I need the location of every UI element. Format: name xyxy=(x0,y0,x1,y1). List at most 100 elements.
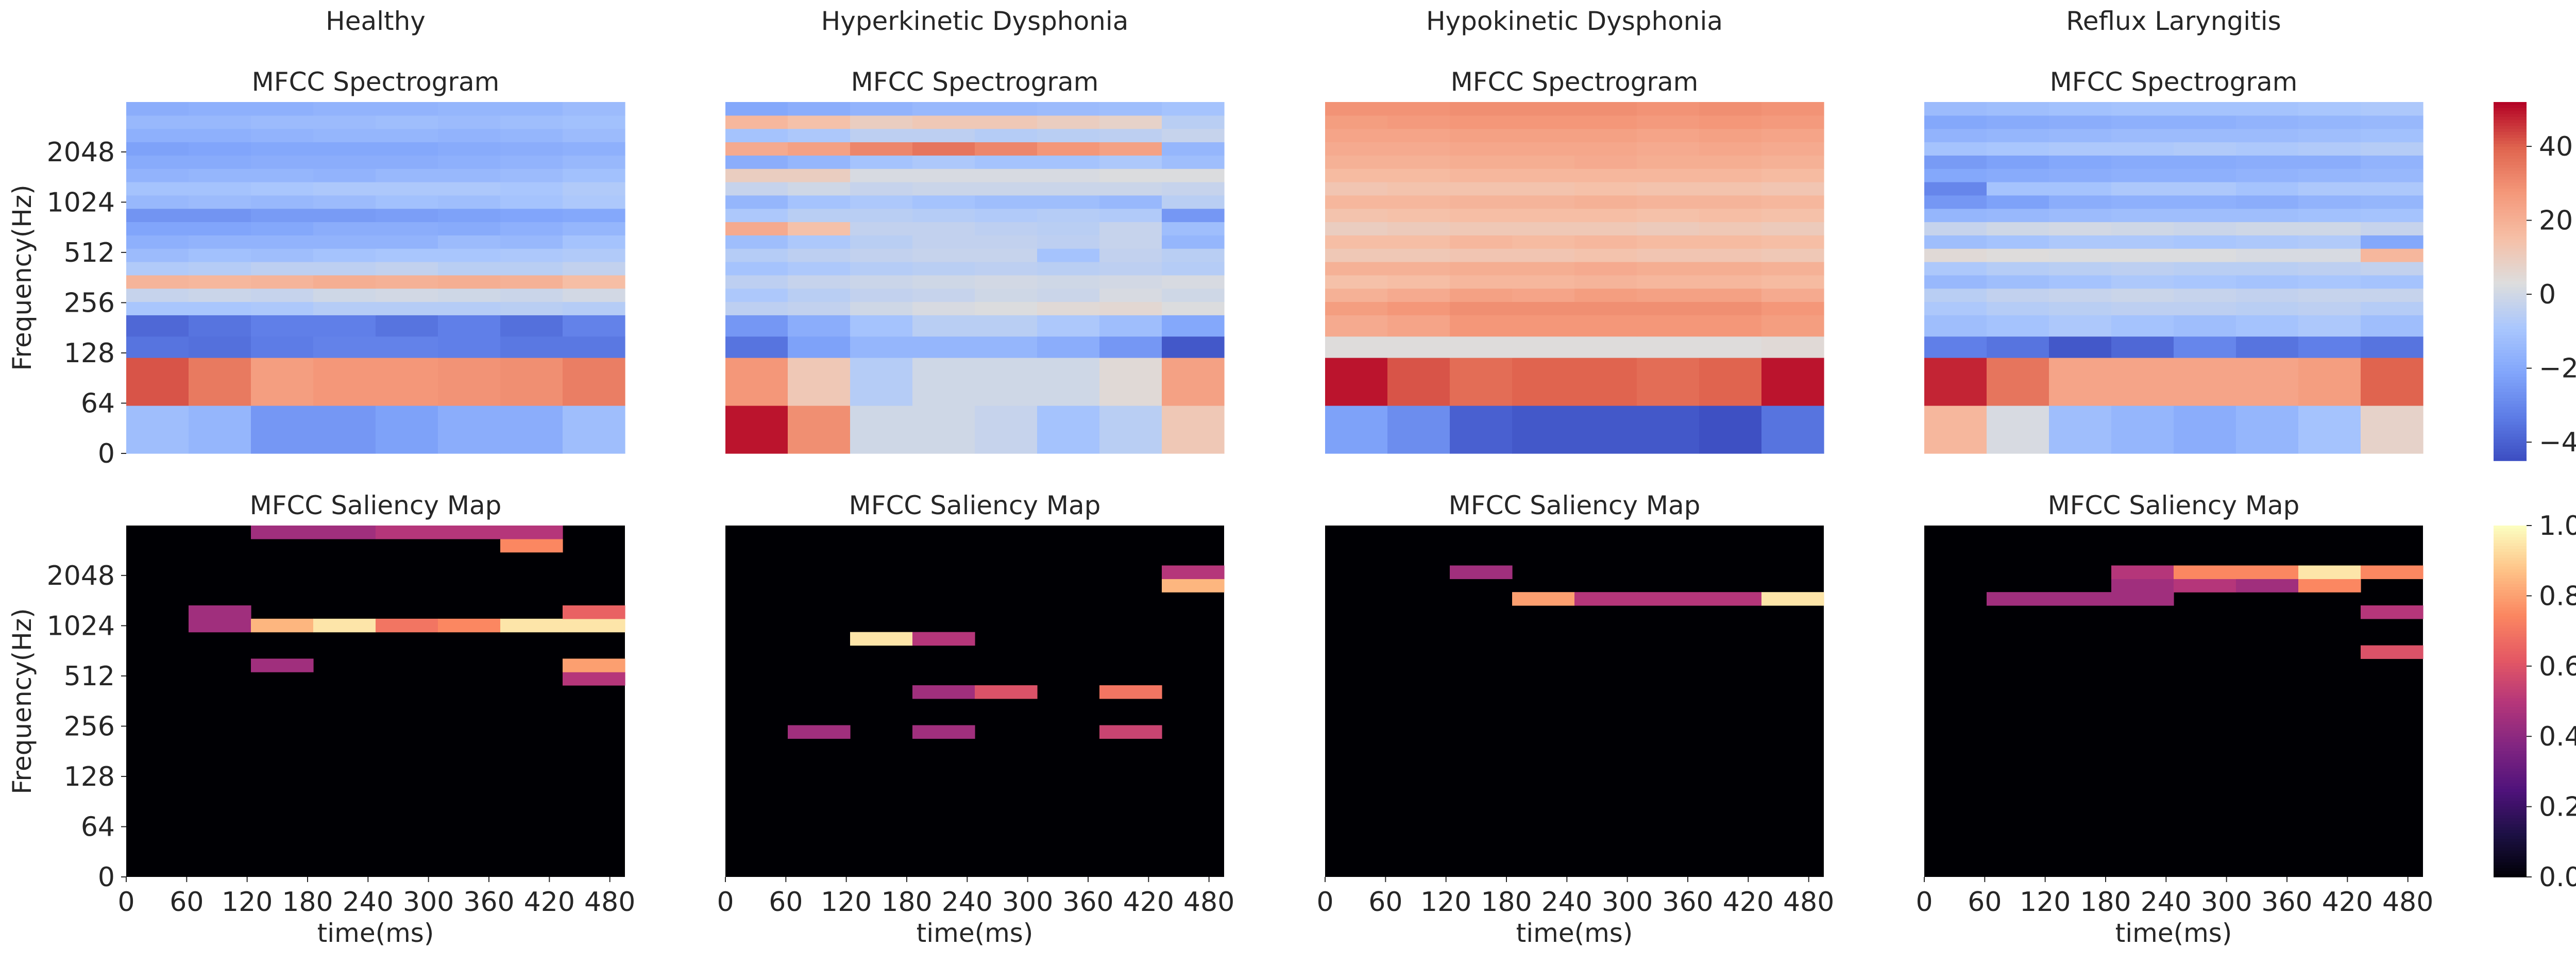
saliency-cell xyxy=(500,526,563,539)
colorbar-segment xyxy=(2494,398,2527,401)
saliency-cell xyxy=(1099,685,1162,699)
heatmap-cell xyxy=(725,336,788,358)
heatmap-cell xyxy=(1924,222,1987,235)
colorbar-segment xyxy=(2494,418,2527,422)
heatmap-cell xyxy=(126,405,189,454)
colorbar-tick-label: 0 xyxy=(2539,279,2556,310)
heatmap-cell xyxy=(725,222,788,235)
colorbar-segment xyxy=(2494,278,2527,282)
x-axis-label: time(ms) xyxy=(2115,918,2232,948)
heatmap-cell xyxy=(1387,336,1450,358)
heatmap-cell xyxy=(1325,155,1388,169)
heatmap-cell xyxy=(500,301,563,315)
panel-title: MFCC Spectrogram xyxy=(851,67,1099,97)
heatmap-cell xyxy=(1699,288,1762,302)
heatmap-cell xyxy=(2174,235,2236,249)
heatmap-cell xyxy=(1637,208,1700,223)
heatmap-cell xyxy=(1761,248,1824,262)
colorbar-segment xyxy=(2494,613,2527,617)
x-axis-label: time(ms) xyxy=(317,918,434,948)
heatmap-cell xyxy=(126,301,189,315)
colorbar-segment xyxy=(2494,182,2527,187)
heatmap-cell xyxy=(975,195,1038,209)
heatmap-cell xyxy=(563,102,625,116)
heatmap-cell xyxy=(251,358,314,406)
heatmap-cell xyxy=(1574,102,1637,116)
heatmap-cell xyxy=(1924,301,1987,315)
heatmap-cell xyxy=(1699,315,1762,337)
heatmap-cell xyxy=(1987,301,2049,315)
colorbar-segment xyxy=(2494,815,2527,819)
heatmap-cell xyxy=(313,222,376,235)
heatmap-cell xyxy=(1987,275,2049,289)
heatmap-cell xyxy=(788,336,851,358)
colorbar-segment xyxy=(2494,642,2527,646)
heatmap-cell xyxy=(1637,358,1700,406)
heatmap-cell xyxy=(788,182,851,196)
x-tick-label: 300 xyxy=(2201,887,2252,918)
heatmap-cell xyxy=(1325,275,1388,289)
heatmap-cell xyxy=(313,288,376,302)
saliency-cell xyxy=(1699,592,1762,606)
heatmap-cell xyxy=(1699,195,1762,209)
colorbar-segment xyxy=(2494,596,2527,599)
heatmap-cell xyxy=(1699,155,1762,169)
heatmap-cell xyxy=(725,128,788,143)
heatmap-cell xyxy=(912,405,975,454)
heatmap-cell xyxy=(2111,195,2174,209)
heatmap-cell xyxy=(251,155,314,169)
colorbar-segment xyxy=(2494,841,2527,845)
heatmap-cell xyxy=(1512,102,1575,116)
heatmap-cell xyxy=(1512,208,1575,223)
heatmap-cell xyxy=(2111,102,2174,116)
heatmap-cell xyxy=(1512,128,1575,143)
heatmap-cell xyxy=(975,102,1038,116)
colorbar-segment xyxy=(2494,789,2527,792)
colorbar-segment xyxy=(2494,215,2527,219)
colorbar-tick-label: 0.0 xyxy=(2539,862,2576,893)
saliency-cell xyxy=(189,605,251,619)
saliency-cell xyxy=(2111,565,2174,579)
heatmap-cell xyxy=(912,208,975,223)
heatmap-cell xyxy=(1761,275,1824,289)
heatmap-cell xyxy=(1162,128,1225,143)
saliency-cell xyxy=(2361,645,2424,659)
heatmap-cell xyxy=(1699,358,1762,406)
colorbar-segment xyxy=(2494,540,2527,544)
heatmap-cell xyxy=(1761,195,1824,209)
colorbar-segment xyxy=(2494,631,2527,635)
colorbar-segment xyxy=(2494,287,2527,291)
heatmap-cell xyxy=(1037,405,1100,454)
saliency-cell xyxy=(850,632,913,646)
heatmap-cell xyxy=(1162,358,1225,406)
heatmap-cell xyxy=(500,405,563,454)
colorbar-segment xyxy=(2494,818,2527,822)
colorbar-segment xyxy=(2494,338,2527,342)
heatmap-cell xyxy=(2361,142,2424,156)
heatmap-cell xyxy=(2111,182,2174,196)
colorbar-segment xyxy=(2494,844,2527,848)
heatmap-cell xyxy=(2049,115,2112,129)
heatmap-cell xyxy=(313,128,376,143)
heatmap-cell xyxy=(251,336,314,358)
colorbar-segment xyxy=(2494,281,2527,285)
colorbar-segment xyxy=(2494,257,2527,261)
heatmap-cell xyxy=(2298,275,2361,289)
x-tick-label: 240 xyxy=(343,887,394,918)
colorbar-segment xyxy=(2494,275,2527,279)
heatmap-cell xyxy=(2298,301,2361,315)
saliency-cell xyxy=(1574,592,1637,606)
colorbar-segment xyxy=(2494,701,2527,705)
heatmap-cell xyxy=(1987,102,2049,116)
x-tick-label: 300 xyxy=(1602,887,1653,918)
heatmap-cell xyxy=(850,358,913,406)
heatmap-cell xyxy=(1099,155,1162,169)
heatmap-cell xyxy=(126,248,189,262)
colorbar-segment xyxy=(2494,156,2527,159)
colorbar-segment xyxy=(2494,584,2527,588)
heatmap-cell xyxy=(1924,115,1987,129)
heatmap-cell xyxy=(1637,405,1700,454)
heatmap-cell xyxy=(438,301,501,315)
colorbar-segment xyxy=(2494,856,2527,860)
colorbar-segment xyxy=(2494,759,2527,764)
